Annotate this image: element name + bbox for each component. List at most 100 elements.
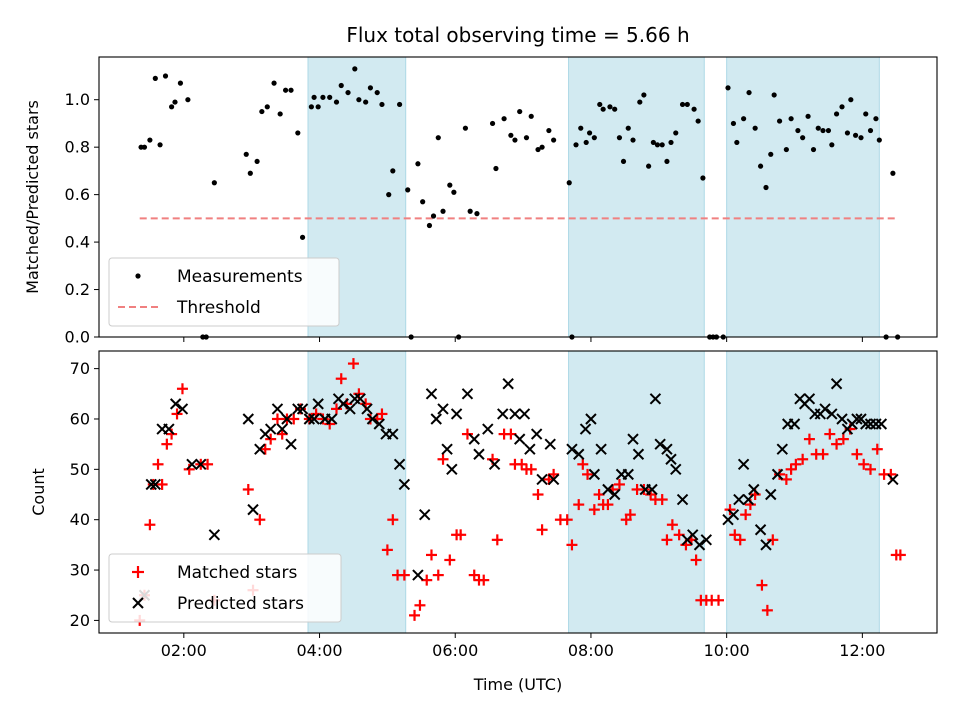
matched-point-68 [566, 539, 578, 551]
bottom-xtick-label-5: 12:00 [839, 641, 885, 660]
predicted-point-64 [585, 413, 597, 425]
measurement-point-67 [566, 180, 572, 186]
matched-point-102 [761, 604, 773, 616]
matched-point-114 [837, 433, 849, 445]
bottom-shade-2 [726, 351, 880, 633]
predicted-point-79 [670, 463, 682, 476]
predicted-point-43 [441, 443, 453, 455]
predicted-point-60 [547, 473, 560, 486]
measurement-point-100 [725, 85, 731, 91]
matched-point-16 [254, 514, 266, 526]
measurement-point-72 [586, 130, 593, 136]
measurement-point-32 [352, 66, 358, 72]
predicted-point-28 [344, 403, 356, 415]
measurement-point-124 [848, 97, 854, 103]
top-shaded-intervals [307, 57, 880, 337]
predicted-point-76 [654, 438, 666, 450]
bottom-shaded-intervals [307, 351, 880, 633]
predicted-point-12 [254, 443, 266, 455]
measurement-point-48 [440, 208, 446, 214]
matched-point-77 [613, 478, 625, 490]
measurement-point-27 [320, 94, 326, 100]
matched-point-69 [573, 499, 585, 511]
matched-point-95 [724, 504, 736, 516]
measurement-point-60 [517, 108, 523, 115]
measurement-point-26 [315, 104, 321, 110]
matched-point-40 [398, 569, 410, 581]
measurement-point-80 [625, 125, 631, 131]
measurement-point-30 [338, 82, 344, 89]
predicted-point-46 [461, 388, 474, 400]
matched-point-62 [532, 489, 544, 501]
matched-point-29 [335, 373, 347, 385]
top-ytick-label-0: 0.0 [65, 328, 90, 347]
predicted-point-58 [536, 473, 548, 486]
matched-point-57 [505, 428, 517, 440]
measurement-point-53 [467, 208, 473, 214]
matched-point-47 [444, 554, 456, 566]
predicted-point-59 [544, 438, 556, 450]
measurement-point-18 [271, 80, 277, 86]
top-ytick-label-2: 0.4 [65, 233, 90, 252]
measurement-point-31 [345, 89, 351, 96]
matched-point-18 [265, 433, 277, 445]
measurement-point-7 [172, 99, 178, 105]
bottom-ytick-label-3: 50 [70, 460, 90, 479]
measurement-point-125 [852, 132, 859, 138]
predicted-point-78 [665, 453, 677, 465]
measurement-point-109 [771, 92, 777, 98]
measurement-point-50 [451, 189, 457, 195]
measurement-point-46 [430, 213, 437, 219]
measurement-point-12 [211, 180, 217, 186]
predicted-point-54 [513, 433, 526, 445]
matched-point-26 [317, 413, 329, 425]
predicted-point-109 [851, 413, 863, 425]
measurement-point-89 [668, 139, 674, 146]
matched-point-97 [734, 534, 746, 546]
measurement-point-25 [311, 94, 317, 100]
predicted-point-48 [473, 448, 485, 460]
matched-point-28 [330, 403, 342, 415]
measurement-point-116 [810, 146, 817, 153]
predicted-point-32 [366, 413, 379, 425]
bottom-y-ticks: 20 30 40 50 60 70 [70, 359, 99, 630]
bottom-ytick-label-2: 40 [70, 510, 90, 529]
matched-point-107 [790, 458, 802, 470]
matched-point-5 [156, 478, 168, 490]
measurement-point-84 [646, 163, 652, 169]
predicted-point-93 [765, 488, 777, 501]
predicted-point-80 [676, 493, 689, 506]
matched-point-53 [478, 574, 490, 586]
predicted-point-14 [264, 423, 277, 435]
matched-point-67 [561, 514, 573, 526]
measurement-point-86 [654, 142, 661, 148]
matched-point-101 [756, 579, 768, 591]
measurement-point-130 [876, 137, 882, 143]
measurement-point-76 [607, 104, 613, 110]
measurement-point-93 [691, 106, 697, 112]
predicted-point-38 [412, 569, 424, 581]
matched-point-37 [381, 544, 393, 556]
legend-measurements-marker [135, 273, 141, 279]
predicted-point-111 [860, 418, 872, 430]
predicted-point-97 [788, 418, 801, 430]
predicted-point-75 [649, 393, 662, 405]
predicted-point-67 [602, 483, 614, 496]
measurement-point-95 [700, 175, 706, 181]
measurement-point-101 [730, 120, 737, 127]
predicted-point-51 [497, 408, 509, 420]
predicted-point-27 [337, 398, 349, 410]
top-ytick-label-1: 0.2 [65, 280, 90, 299]
measurement-point-79 [620, 158, 627, 165]
matched-point-117 [858, 458, 870, 470]
measurement-point-24 [308, 104, 314, 110]
matched-point-31 [347, 358, 359, 370]
matched-point-123 [894, 549, 906, 561]
predicted-point-91 [754, 524, 767, 536]
predicted-point-10 [242, 413, 254, 425]
legend-matched-label: Matched stars [177, 563, 297, 583]
measurement-point-49 [447, 182, 453, 188]
measurement-point-6 [169, 104, 175, 110]
matched-point-90 [690, 554, 702, 566]
